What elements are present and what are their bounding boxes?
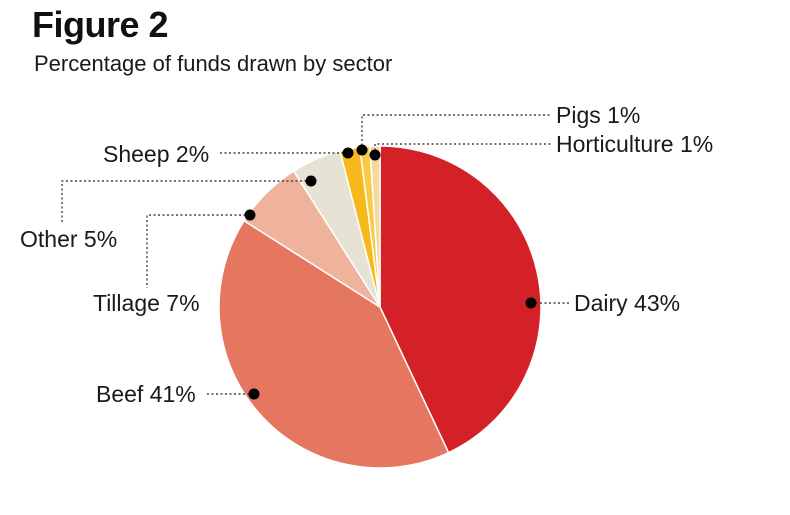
figure-subtitle: Percentage of funds drawn by sector	[34, 51, 393, 76]
pie-slices	[218, 145, 542, 469]
label-dairy: Dairy 43%	[574, 290, 680, 316]
leader-line-other	[61, 180, 311, 222]
figure-title: Figure 2	[32, 4, 169, 45]
label-tillage: Tillage 7%	[93, 290, 200, 316]
marker-dairy	[525, 297, 537, 309]
label-other: Other 5%	[20, 226, 117, 252]
label-sheep: Sheep 2%	[103, 141, 209, 167]
marker-beef	[248, 388, 260, 400]
label-beef: Beef 41%	[96, 381, 196, 407]
leader-line-pigs	[361, 114, 552, 150]
marker-tillage	[244, 209, 256, 221]
marker-pigs	[356, 144, 368, 156]
slice-markers	[244, 144, 537, 400]
leader-line-horticulture	[374, 143, 552, 155]
marker-horticulture	[369, 149, 381, 161]
leader-lines	[61, 114, 570, 395]
slice-dairy	[379, 145, 542, 454]
marker-other	[305, 175, 317, 187]
label-horticulture: Horticulture 1%	[556, 131, 713, 157]
slice-beef	[218, 219, 450, 469]
slice-labels: Dairy 43% Beef 41% Tillage 7% Other 5% S…	[20, 102, 713, 407]
slice-horticulture	[369, 145, 381, 308]
marker-sheep	[342, 147, 354, 159]
label-pigs: Pigs 1%	[556, 102, 640, 128]
